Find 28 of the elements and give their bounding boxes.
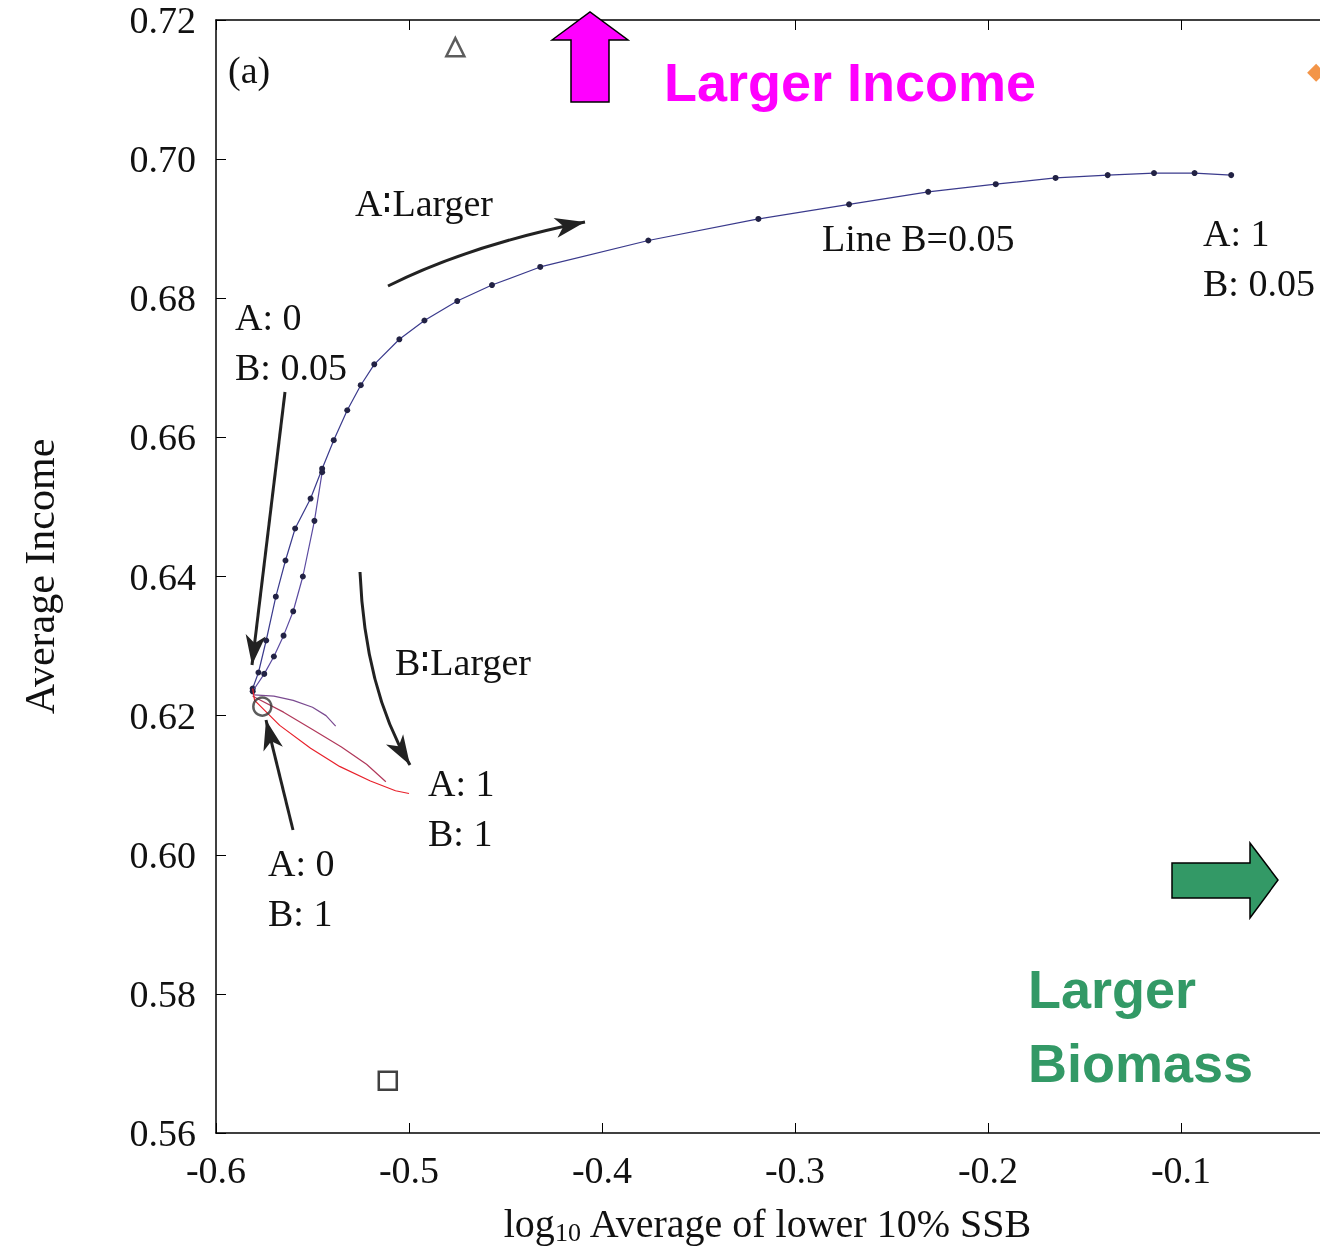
annotation: Larger Income: [664, 52, 1037, 112]
point: [377, 1070, 399, 1092]
y-tick-label: 0.70: [129, 138, 196, 181]
annotation: B∶Larger: [395, 641, 532, 683]
x-tick-label: -0.3: [764, 1149, 826, 1191]
x-tick-label: -0.2: [957, 1149, 1019, 1191]
annotation: A: 0 B: 1: [268, 842, 335, 934]
annotation: A: 1 B: 1: [428, 762, 495, 854]
annotation: A: 1 B: 0.05: [1203, 212, 1315, 304]
y-axis-title: Average Income: [17, 438, 63, 715]
x-tick-label: -0.5: [378, 1149, 440, 1191]
x-tick-label: -0.1: [1150, 1149, 1212, 1191]
y-tick-label: 0.66: [129, 416, 196, 459]
point: [445, 36, 466, 58]
annotation: A: 0 B: 0.05: [235, 296, 347, 388]
annotation: A∶Larger: [355, 182, 494, 224]
annotation: Line B=0.05: [822, 217, 1015, 259]
y-tick-label: 0.68: [129, 277, 196, 320]
point: [252, 696, 273, 717]
x-tick-label: -0.4: [571, 1149, 633, 1191]
y-tick-label: 0.62: [129, 694, 196, 737]
y-tick-label: 0.64: [129, 555, 196, 598]
y-tick-label: 0.60: [129, 833, 196, 876]
annotation: (a): [228, 49, 271, 92]
y-tick-label: 0.58: [129, 972, 196, 1015]
annotation: Larger Biomass: [1028, 959, 1254, 1093]
y-tick-label: 0.72: [129, 0, 196, 41]
x-axis-title: log10 Average of lower 10% SSB: [503, 1200, 1032, 1247]
